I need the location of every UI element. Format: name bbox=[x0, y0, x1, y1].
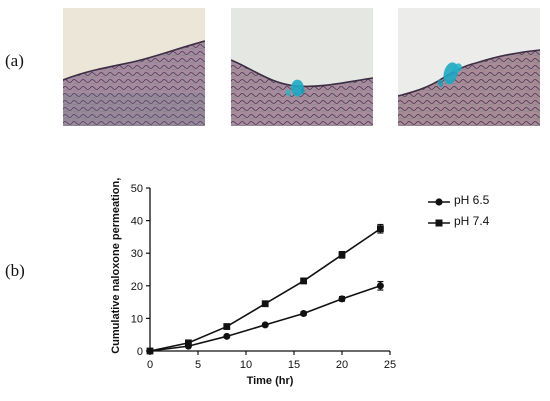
series-ph-7-4 bbox=[146, 223, 384, 355]
y-tick-label: 40 bbox=[131, 216, 143, 228]
x-tick-label: 10 bbox=[240, 359, 252, 371]
series-line bbox=[149, 285, 381, 352]
legend-marker-square bbox=[428, 219, 450, 227]
data-point bbox=[300, 310, 308, 318]
stain-spot bbox=[285, 79, 305, 97]
data-point bbox=[376, 282, 384, 290]
data-point bbox=[300, 277, 307, 285]
data-point bbox=[261, 300, 269, 308]
data-point bbox=[185, 339, 192, 347]
x-tick-label: 20 bbox=[336, 359, 348, 371]
x-tick-label: 0 bbox=[147, 359, 153, 371]
y-tick-label: 30 bbox=[131, 248, 143, 260]
x-tick-label: 15 bbox=[288, 359, 300, 371]
y-tick-label: 20 bbox=[131, 281, 143, 293]
data-point bbox=[223, 323, 231, 330]
data-point bbox=[377, 225, 384, 233]
panel-label-a: (a) bbox=[5, 51, 24, 70]
series-layer bbox=[146, 223, 384, 355]
y-axis: 0 10 20 30 40 50 bbox=[131, 183, 151, 358]
panel-label-b: (b) bbox=[5, 261, 25, 280]
stain-spot bbox=[437, 62, 462, 88]
x-tick-label: 5 bbox=[195, 359, 201, 371]
data-point bbox=[338, 251, 346, 259]
x-tick-label: 25 bbox=[384, 359, 396, 371]
permeation-line-chart: 0 10 20 30 40 50 0 5 10 15 20 25 Cumulative naloxo… bbox=[110, 178, 396, 387]
legend-item-ph-7-4: pH 7.4 bbox=[428, 214, 543, 234]
series-line bbox=[149, 228, 381, 352]
legend-label-ph-7-4: pH 7.4 bbox=[454, 214, 490, 228]
y-tick-label: 10 bbox=[131, 313, 143, 325]
data-point bbox=[338, 295, 346, 303]
micrograph-control bbox=[63, 8, 205, 126]
data-point bbox=[146, 347, 154, 355]
micrograph-ph-7-4 bbox=[398, 8, 540, 126]
micrograph-ph-6-5 bbox=[231, 8, 373, 126]
x-axis-title: Time (hr) bbox=[247, 375, 294, 387]
legend-label-ph-6-5: pH 6.5 bbox=[454, 193, 490, 207]
y-tick-label: 50 bbox=[131, 183, 143, 195]
y-tick-label: 0 bbox=[137, 346, 143, 358]
y-axis-title: Cumulative naloxone permeation, μg bbox=[110, 178, 122, 354]
legend-item-ph-6-5: pH 6.5 bbox=[428, 193, 543, 213]
data-point bbox=[261, 321, 269, 329]
data-point bbox=[223, 332, 231, 340]
x-axis: 0 5 10 15 20 25 bbox=[147, 350, 396, 371]
legend-marker-circle bbox=[428, 198, 450, 206]
